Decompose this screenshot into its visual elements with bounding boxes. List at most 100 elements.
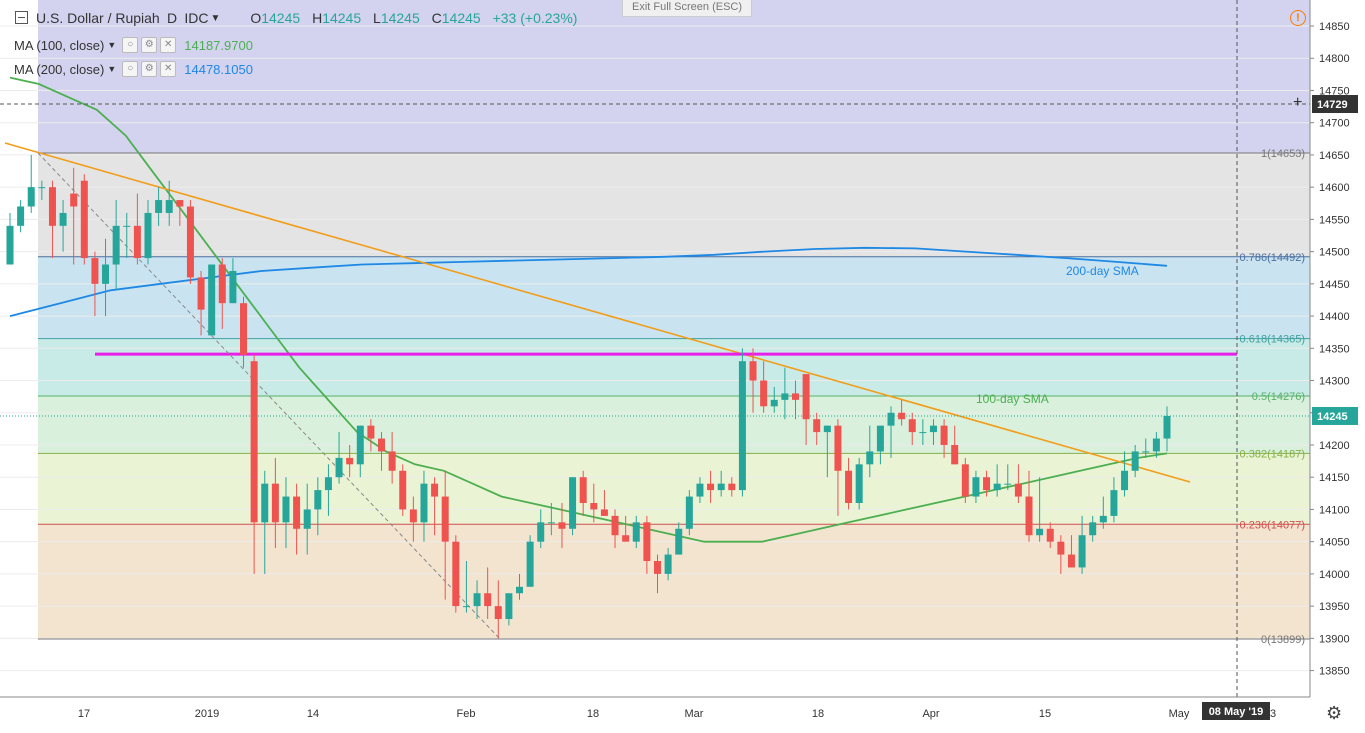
candle-body (165, 200, 173, 213)
crosshair-price-label: 14729 (1317, 99, 1348, 111)
chevron-down-icon[interactable]: ▼ (107, 64, 117, 74)
candle-body (611, 515, 619, 536)
close-icon[interactable]: ✕ (160, 61, 177, 77)
candle-body (1163, 415, 1171, 439)
time-tick-label: Mar (685, 708, 704, 720)
ma100-value: 14187.9700 (184, 37, 253, 53)
interval[interactable]: D (166, 10, 178, 26)
exit-fullscreen-button[interactable]: Exit Full Screen (ESC) (622, 0, 752, 17)
price-tick-label: 14000 (1319, 569, 1350, 581)
candle-body (70, 193, 78, 207)
eye-icon[interactable]: ○ (122, 61, 139, 77)
fib-band (38, 524, 1310, 639)
crosshair-date-label: 08 May '19 (1209, 706, 1264, 718)
candle-body (17, 206, 25, 226)
candle-body (791, 393, 799, 400)
candle-body (749, 361, 757, 381)
time-tick-label: May (1169, 708, 1190, 720)
ma100-label[interactable]: MA (100, close) (14, 37, 105, 53)
price-tick-label: 14100 (1319, 504, 1350, 516)
candle-body (473, 593, 481, 607)
chart-legend: U.S. Dollar / Rupiah D IDC ▼ O14245 H142… (0, 0, 1300, 90)
candle-body (80, 180, 88, 259)
exchange[interactable]: IDC (184, 10, 209, 26)
gear-icon[interactable]: ⚙ (141, 61, 158, 77)
time-tick-label: 14 (307, 708, 319, 720)
candle-body (802, 374, 810, 420)
candle-body (144, 212, 152, 259)
candle-body (547, 522, 555, 524)
ma200-label[interactable]: MA (200, close) (14, 61, 105, 77)
band-top (38, 0, 1310, 153)
candle-body (112, 225, 120, 265)
candle-body (335, 457, 343, 478)
candle-body (91, 258, 99, 284)
candle-body (876, 425, 884, 452)
candle-body (1078, 535, 1086, 568)
fib-label: 1(14653) (1261, 148, 1305, 160)
fib-band (38, 153, 1310, 257)
candle-body (908, 419, 916, 433)
candle-body (643, 522, 651, 562)
candle-body (208, 264, 216, 336)
time-tick-label: 18 (587, 708, 599, 720)
close-value: 14245 (441, 10, 481, 26)
chevron-down-icon[interactable]: ▼ (107, 40, 117, 50)
time-tick-label: 18 (812, 708, 824, 720)
price-tick-label: 14850 (1319, 21, 1350, 33)
price-tick-label: 13850 (1319, 666, 1350, 678)
candle-body (728, 483, 736, 491)
eye-icon[interactable]: ○ (122, 37, 139, 53)
candle-body (505, 593, 513, 620)
fib-band (38, 338, 1310, 396)
symbol-name[interactable]: U.S. Dollar / Rupiah (36, 10, 160, 26)
candle-body (293, 496, 301, 529)
candle-body (823, 425, 831, 433)
candle-body (176, 200, 184, 207)
candle-body (951, 444, 959, 465)
candle-body (855, 464, 863, 503)
candle-body (462, 606, 470, 608)
candle-body (516, 586, 524, 594)
candle-body (558, 522, 566, 529)
candle-body (123, 225, 131, 227)
candle-body (653, 561, 661, 574)
chevron-down-icon[interactable]: ▼ (210, 12, 221, 24)
candle-body (537, 522, 545, 542)
price-tick-label: 14050 (1319, 537, 1350, 549)
time-tick-label: 15 (1039, 708, 1051, 720)
candle-body (409, 509, 417, 523)
candle-body (1067, 554, 1075, 568)
candle-body (1025, 496, 1033, 536)
warning-icon[interactable]: ! (1290, 10, 1306, 26)
candle-body (1099, 515, 1107, 523)
candle-body (271, 483, 279, 523)
candle-body (526, 541, 534, 587)
time-tick-label: Apr (922, 708, 939, 720)
crosshair-date-badge (1202, 702, 1270, 720)
candle-body (887, 412, 895, 426)
candle-body (250, 361, 258, 523)
candle-body (367, 425, 375, 439)
candle-body (324, 477, 332, 491)
gear-icon[interactable]: ⚙ (141, 37, 158, 53)
candle-body (834, 425, 842, 471)
candle-body (27, 187, 35, 207)
candle-body (569, 477, 577, 529)
candle-body (760, 380, 768, 407)
high-value: 14245 (322, 10, 362, 26)
price-tick-label: 14750 (1319, 85, 1350, 97)
close-icon[interactable]: ✕ (160, 37, 177, 53)
time-tick-label: 2019 (195, 708, 219, 720)
change-value: +33 (+0.23%) (492, 10, 578, 26)
last-price-label: 14245 (1317, 411, 1348, 423)
price-tick-label: 14650 (1319, 150, 1350, 162)
fib-label: 0(13899) (1261, 634, 1305, 646)
candle-body (1004, 483, 1012, 485)
settings-gear-icon[interactable]: ⚙ (1326, 703, 1343, 723)
candle-body (303, 509, 311, 529)
candle-body (314, 490, 322, 510)
candle-body (972, 477, 980, 497)
candle-body (378, 438, 386, 452)
